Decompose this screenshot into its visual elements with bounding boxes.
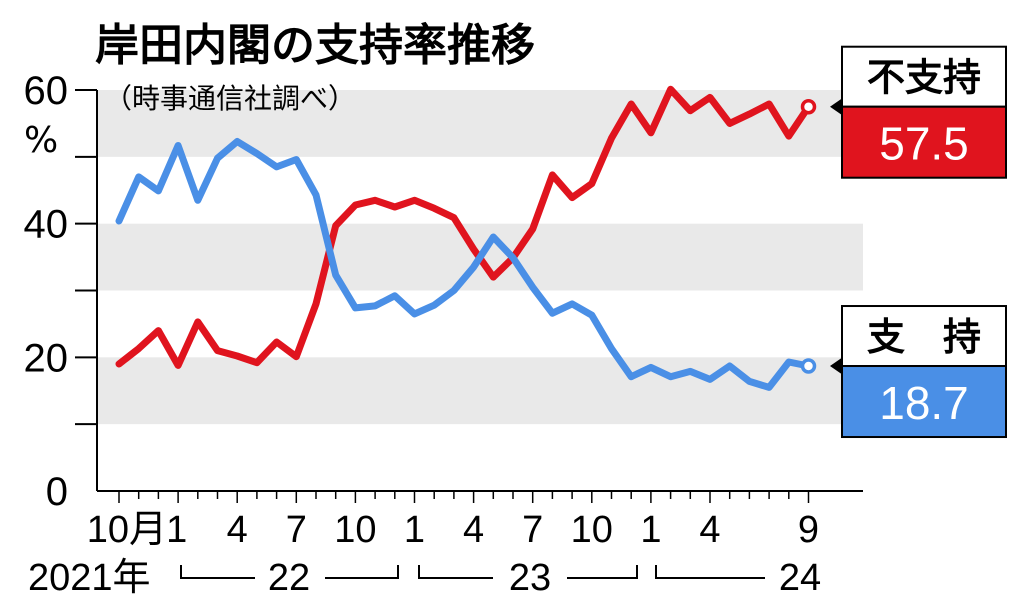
x-tick-label: 4 [699, 509, 720, 551]
y-tick-label: 40 [24, 203, 69, 247]
x-tick-label: 4 [227, 509, 248, 551]
legend-pointer-0 [830, 97, 843, 116]
legend-value-box-1 [841, 365, 1007, 439]
year-bracket [418, 565, 493, 579]
x-tick-label: 4 [463, 509, 484, 551]
series-end-marker-0 [800, 98, 817, 115]
chart-subtitle: （時事通信社調べ） [104, 82, 356, 115]
year-bracket [180, 565, 255, 579]
legend-label-1: 支 持 [867, 315, 981, 359]
legend-label-0: 不支持 [867, 56, 981, 100]
year-label: 23 [509, 557, 551, 599]
year-label: 22 [268, 557, 310, 599]
legend: 不支持 57.5 支 持 18.7 [830, 45, 1007, 439]
x-tick-label: 1 [640, 509, 661, 551]
x-tick-label: 10 [571, 509, 613, 551]
series-line-0 [115, 85, 812, 369]
x-tick-label: 9 [798, 509, 819, 551]
series-lines [115, 85, 817, 391]
year-bracket [567, 565, 638, 579]
y-tick-label: 60 [24, 69, 69, 113]
x-tick-label: 1 [166, 509, 187, 551]
year-bracket [655, 565, 765, 579]
x-tick-label: 7 [522, 509, 543, 551]
band-0 [97, 357, 863, 425]
series-end-marker-1 [800, 358, 817, 374]
y-axis-ticks: 0 20 40 60 [24, 69, 98, 514]
year-bracket [325, 565, 399, 579]
y-tick-label: 0 [46, 470, 68, 514]
x-tick-label: 7 [286, 509, 307, 551]
x-tick-label: 1 [404, 509, 425, 551]
chart-title: 岸田内閣の支持率推移 [95, 20, 535, 71]
legend-label-box-1 [841, 305, 1007, 368]
legend-value-0: 57.5 [879, 118, 969, 170]
legend-value-box-0 [841, 105, 1007, 179]
legend-pointer-1 [830, 357, 843, 376]
y-axis-unit: % [24, 120, 58, 161]
series-line-1 [115, 138, 812, 391]
y-tick-label: 20 [24, 336, 69, 380]
year-label: 24 [779, 557, 821, 599]
year-label: 2021年 [28, 557, 151, 599]
x-tick-label: 10 [334, 509, 376, 551]
legend-value-1: 18.7 [879, 377, 969, 429]
x-tick-label: 10月 [87, 509, 167, 551]
